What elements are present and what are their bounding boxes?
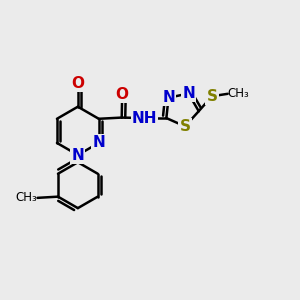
- Text: N: N: [182, 86, 195, 101]
- Text: CH₃: CH₃: [16, 191, 38, 204]
- Text: O: O: [116, 87, 129, 102]
- Text: O: O: [71, 76, 84, 91]
- Text: CH₃: CH₃: [228, 87, 249, 100]
- Text: S: S: [206, 89, 218, 104]
- Text: N: N: [71, 148, 84, 163]
- Text: NH: NH: [132, 111, 158, 126]
- Text: N: N: [92, 135, 105, 150]
- Text: S: S: [179, 119, 191, 134]
- Text: N: N: [162, 90, 175, 105]
